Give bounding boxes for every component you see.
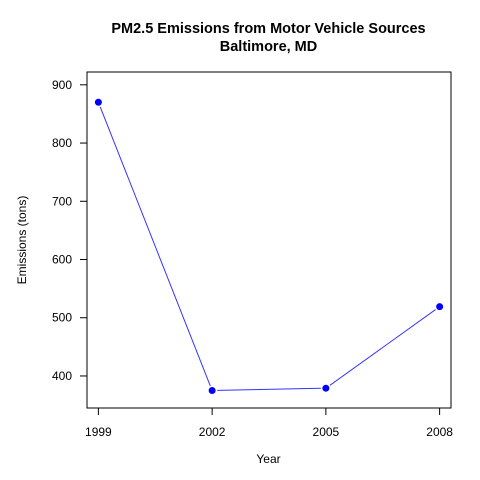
data-point [322, 384, 330, 392]
plot-box [86, 71, 452, 409]
series-line-segment [329, 309, 436, 386]
y-tick-label: 400 [52, 369, 72, 383]
x-tick-label: 2005 [313, 425, 340, 439]
x-axis: 1999 2002 2005 2008 [85, 407, 453, 439]
data-point [94, 98, 102, 106]
chart-subtitle: Baltimore, MD [220, 39, 318, 55]
x-tick-label: 2002 [199, 425, 226, 439]
x-tick-label: 2008 [426, 425, 453, 439]
y-tick-label: 900 [52, 78, 72, 92]
y-axis: 400 500 600 700 800 900 [52, 78, 88, 383]
data-point [436, 303, 444, 311]
chart-title: PM2.5 Emissions from Motor Vehicle Sourc… [111, 21, 425, 37]
y-tick-label: 700 [52, 194, 72, 208]
series-line-segment [99, 106, 211, 387]
y-tick-label: 600 [52, 253, 72, 267]
y-axis-label: Emissions (tons) [15, 196, 29, 285]
x-axis-label: Year [256, 452, 280, 466]
y-tick-label: 500 [52, 311, 72, 325]
series-line-segment [217, 387, 321, 391]
data-point [208, 387, 216, 395]
x-tick-label: 1999 [85, 425, 112, 439]
y-tick-label: 800 [52, 136, 72, 150]
series-layer [94, 98, 444, 395]
